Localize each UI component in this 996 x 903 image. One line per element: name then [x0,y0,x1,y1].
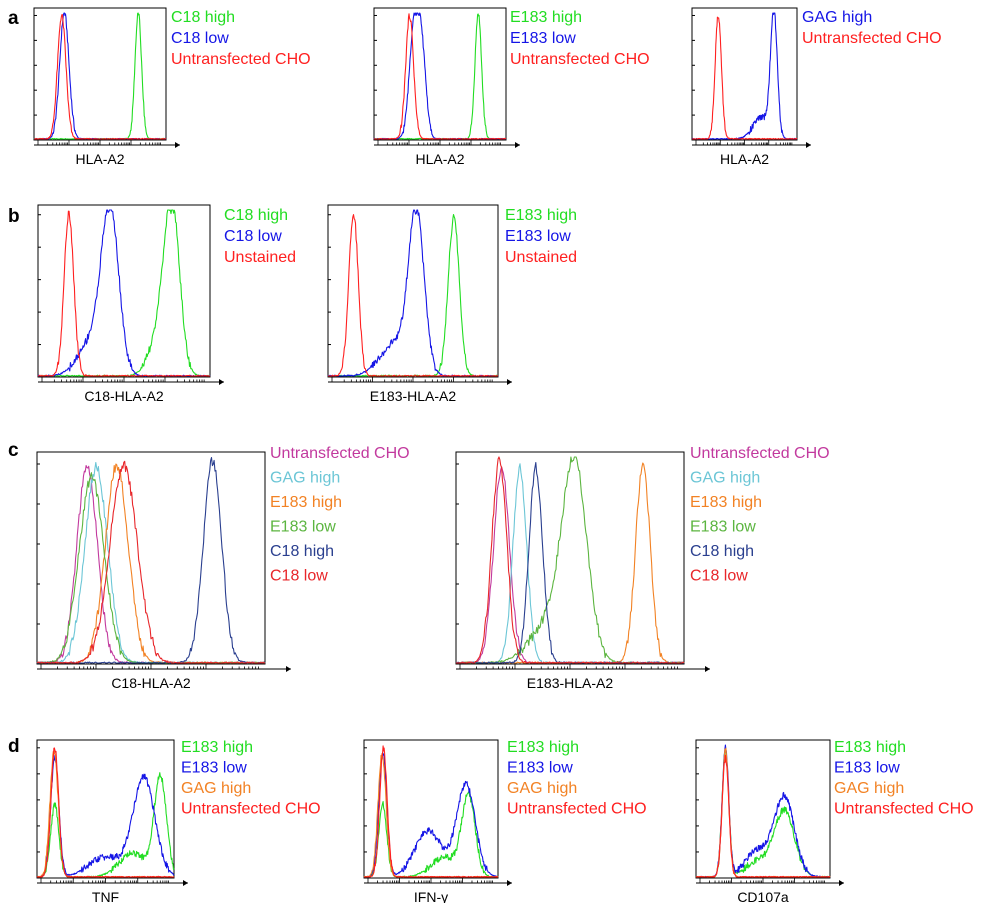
histogram-chart-2: HLA-A2 E183 high E183 low Untransfected CHO [373,7,650,167]
legend-entry-4: Untransfected CHO [181,801,321,818]
x-axis-arrowhead [515,142,520,148]
plot-frame [691,7,798,141]
histogram-chart-3: HLA-A2 GAG high Untransfected CHO [691,7,942,167]
legend-entry-1: Untransfected CHO [270,445,410,462]
x-axis-arrowhead [839,880,844,886]
panel-letter-c: c [8,440,19,461]
legend-entry-3: GAG high [834,780,904,797]
histogram-series-1 [373,13,507,140]
legend-entry-1: E183 high [507,739,579,756]
x-axis-arrowhead [286,666,291,672]
plot-frame [373,7,507,141]
histogram-series-1 [691,12,798,140]
x-axis-arrowhead [705,666,710,672]
legend-entry-1: C18 high [171,9,235,26]
legend-entry-3: Untransfected CHO [510,51,650,68]
legend-entry-1: E183 high [505,207,577,224]
legend-entry-1: E183 high [510,9,582,26]
legend-entry-2: GAG high [270,470,340,487]
legend-entry-1: E183 high [181,739,253,756]
plot-frame [327,204,499,378]
x-axis-label: C18-HLA-A2 [84,388,164,404]
histogram-series-5 [36,456,266,664]
legend-entry-4: E183 low [690,519,756,536]
histogram-series-2 [373,12,507,140]
panel-letter-d: d [8,736,20,757]
histogram-chart-4: C18-HLA-A2 C18 high C18 low Unstained [37,204,296,404]
legend-entry-3: GAG high [181,780,251,797]
legend-entry-2: C18 low [224,228,282,245]
legend-entry-1: Untransfected CHO [690,445,830,462]
legend-entry-6: C18 low [690,568,748,585]
histogram-series-6 [456,456,685,664]
legend-entry-3: Unstained [505,249,577,266]
x-axis-arrowhead [507,880,512,886]
x-axis-arrowhead [219,379,224,385]
histogram-chart-9: IFN-γ E183 high E183 low GAG high Untransfec… [363,739,647,903]
histogram-chart-5: E183-HLA-A2 E183 high E183 low Unstained [327,204,577,404]
histogram-series-3 [38,210,211,377]
legend-entry-2: Untransfected CHO [802,30,942,47]
legend-entry-2: E183 low [507,760,573,777]
histogram-series-2 [691,16,798,140]
histogram-series-2 [327,209,499,377]
histogram-series-1 [695,748,831,878]
x-axis-label: E183-HLA-A2 [370,388,457,404]
legend-entry-2: GAG high [690,470,760,487]
legend-entry-3: E183 high [690,494,762,511]
legend-entry-2: E183 low [181,760,247,777]
legend-entry-2: E183 low [510,30,576,47]
legend-entry-2: C18 low [171,30,229,47]
histogram-series-1 [363,791,499,878]
x-axis-label: IFN-γ [414,889,448,903]
legend-entry-4: Untransfected CHO [834,801,974,818]
x-axis-label: HLA-A2 [415,151,464,167]
legend-entry-6: C18 low [270,568,328,585]
histogram-chart-7: E183-HLA-A2 Untransfected CHO GAG high E183… [455,445,830,691]
histogram-chart-1: HLA-A2 C18 high C18 low Untransfected CHO [33,7,311,167]
panel-letter-b: b [8,206,20,227]
panel-letter-a: a [8,8,19,29]
legend-entry-2: E183 low [834,760,900,777]
x-axis-arrowhead [175,142,180,148]
histogram-chart-10: CD107a E183 high E183 low GAG high Untransfe… [695,739,974,903]
plot-frame [36,451,266,665]
histogram-series-4 [695,754,831,878]
legend-entry-5: C18 high [270,543,334,560]
x-axis-arrowhead [507,379,512,385]
histogram-chart-8: TNF E183 high E183 low GAG high Untransfecte… [36,739,321,903]
legend-entry-4: Untransfected CHO [507,801,647,818]
legend-entry-1: C18 high [224,207,288,224]
histogram-series-1 [327,213,498,377]
histogram-series-4 [36,747,175,878]
x-axis-arrowhead [806,142,811,148]
legend-entry-3: Unstained [224,249,296,266]
histogram-series-3 [33,14,167,140]
x-axis-arrowhead [183,880,188,886]
x-axis-label: TNF [92,889,119,903]
histogram-series-6 [36,460,266,664]
histogram-series-3 [328,214,498,377]
histogram-series-4 [363,745,499,878]
x-axis-label: CD107a [737,889,789,903]
legend-entry-1: GAG high [802,9,872,26]
legend-entry-2: E183 low [505,228,571,245]
histogram-chart-6: C18-HLA-A2 Untransfected CHO GAG high E183 … [36,445,410,691]
legend-entry-3: GAG high [507,780,577,797]
legend-entry-1: E183 high [834,739,906,756]
histogram-series-3 [373,13,507,140]
histogram-series-3 [363,753,499,878]
legend-entry-5: C18 high [690,543,754,560]
legend-entry-4: E183 low [270,519,336,536]
x-axis-label: C18-HLA-A2 [111,675,191,691]
legend-entry-3: E183 high [270,494,342,511]
x-axis-label: E183-HLA-A2 [527,675,614,691]
histogram-series-1 [36,772,175,878]
x-axis-label: HLA-A2 [720,151,769,167]
x-axis-label: HLA-A2 [75,151,124,167]
legend-entry-3: Untransfected CHO [171,51,311,68]
